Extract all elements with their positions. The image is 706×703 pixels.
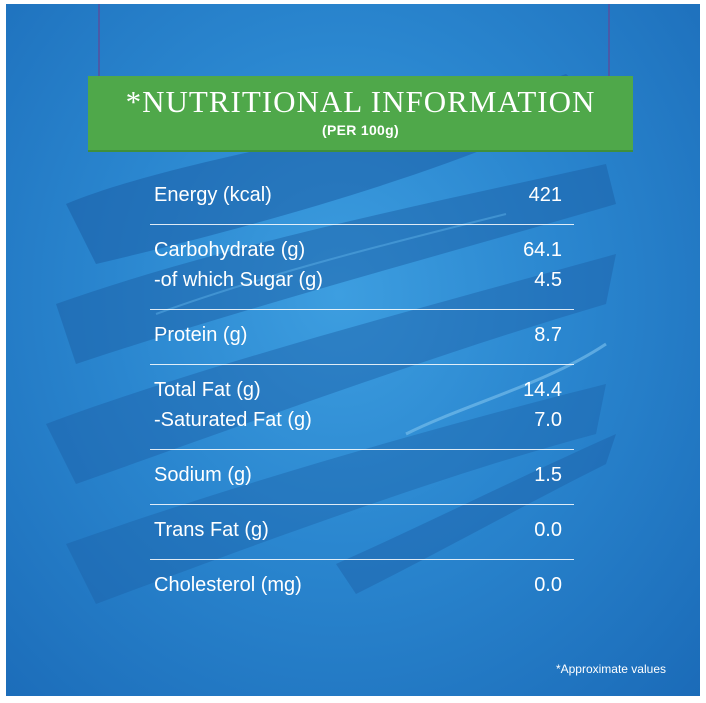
table-row: Energy (kcal) 421 bbox=[150, 170, 574, 225]
table-row: Cholesterol (mg) 0.0 bbox=[150, 560, 574, 614]
nutrient-label: Cholesterol (mg) bbox=[154, 573, 302, 596]
nutrient-value: 1.5 bbox=[534, 463, 562, 486]
nutrient-label: Total Fat (g) bbox=[154, 378, 261, 401]
table-row: Carbohydrate (g) 64.1 -of which Sugar (g… bbox=[150, 225, 574, 310]
table-row: Sodium (g) 1.5 bbox=[150, 450, 574, 505]
nutrient-label: -of which Sugar (g) bbox=[154, 268, 323, 291]
nutrient-value: 0.0 bbox=[534, 518, 562, 541]
nutrient-line: -Saturated Fat (g) 7.0 bbox=[154, 405, 570, 435]
nutrient-label: -Saturated Fat (g) bbox=[154, 408, 312, 431]
nutrient-value: 421 bbox=[528, 183, 562, 206]
nutrient-line: Carbohydrate (g) 64.1 bbox=[154, 235, 570, 265]
nutrient-value: 14.4 bbox=[523, 378, 562, 401]
nutrient-value: 64.1 bbox=[523, 238, 562, 261]
nutrient-label: Protein (g) bbox=[154, 323, 248, 346]
nutrition-panel: *NUTRITIONAL INFORMATION (PER 100g) Ener… bbox=[6, 4, 700, 696]
nutrient-label: Energy (kcal) bbox=[154, 183, 272, 206]
nutrient-line: -of which Sugar (g) 4.5 bbox=[154, 265, 570, 295]
nutrient-label: Trans Fat (g) bbox=[154, 518, 269, 541]
nutrient-label: Carbohydrate (g) bbox=[154, 238, 306, 261]
nutrient-line: Trans Fat (g) 0.0 bbox=[154, 515, 570, 545]
nutrient-value: 8.7 bbox=[534, 323, 562, 346]
nutrient-value: 7.0 bbox=[534, 408, 562, 431]
nutrient-value: 0.0 bbox=[534, 573, 562, 596]
nutrition-table: Energy (kcal) 421 Carbohydrate (g) 64.1 … bbox=[150, 170, 574, 614]
nutrient-line: Total Fat (g) 14.4 bbox=[154, 375, 570, 405]
hanging-string-left bbox=[98, 4, 100, 80]
nutrient-line: Protein (g) 8.7 bbox=[154, 320, 570, 350]
nutrient-line: Sodium (g) 1.5 bbox=[154, 460, 570, 490]
table-row: Trans Fat (g) 0.0 bbox=[150, 505, 574, 560]
title-banner: *NUTRITIONAL INFORMATION (PER 100g) bbox=[88, 76, 639, 155]
table-row: Total Fat (g) 14.4 -Saturated Fat (g) 7.… bbox=[150, 365, 574, 450]
nutrient-value: 4.5 bbox=[534, 268, 562, 291]
table-row: Protein (g) 8.7 bbox=[150, 310, 574, 365]
footnote: *Approximate values bbox=[555, 662, 666, 676]
nutrient-line: Cholesterol (mg) 0.0 bbox=[154, 570, 570, 600]
nutrient-line: Energy (kcal) 421 bbox=[154, 180, 570, 210]
page-title: *NUTRITIONAL INFORMATION bbox=[125, 84, 596, 119]
nutrient-label: Sodium (g) bbox=[154, 463, 252, 486]
hanging-string-right bbox=[608, 4, 610, 80]
page-subtitle: (PER 100g) bbox=[322, 122, 399, 138]
